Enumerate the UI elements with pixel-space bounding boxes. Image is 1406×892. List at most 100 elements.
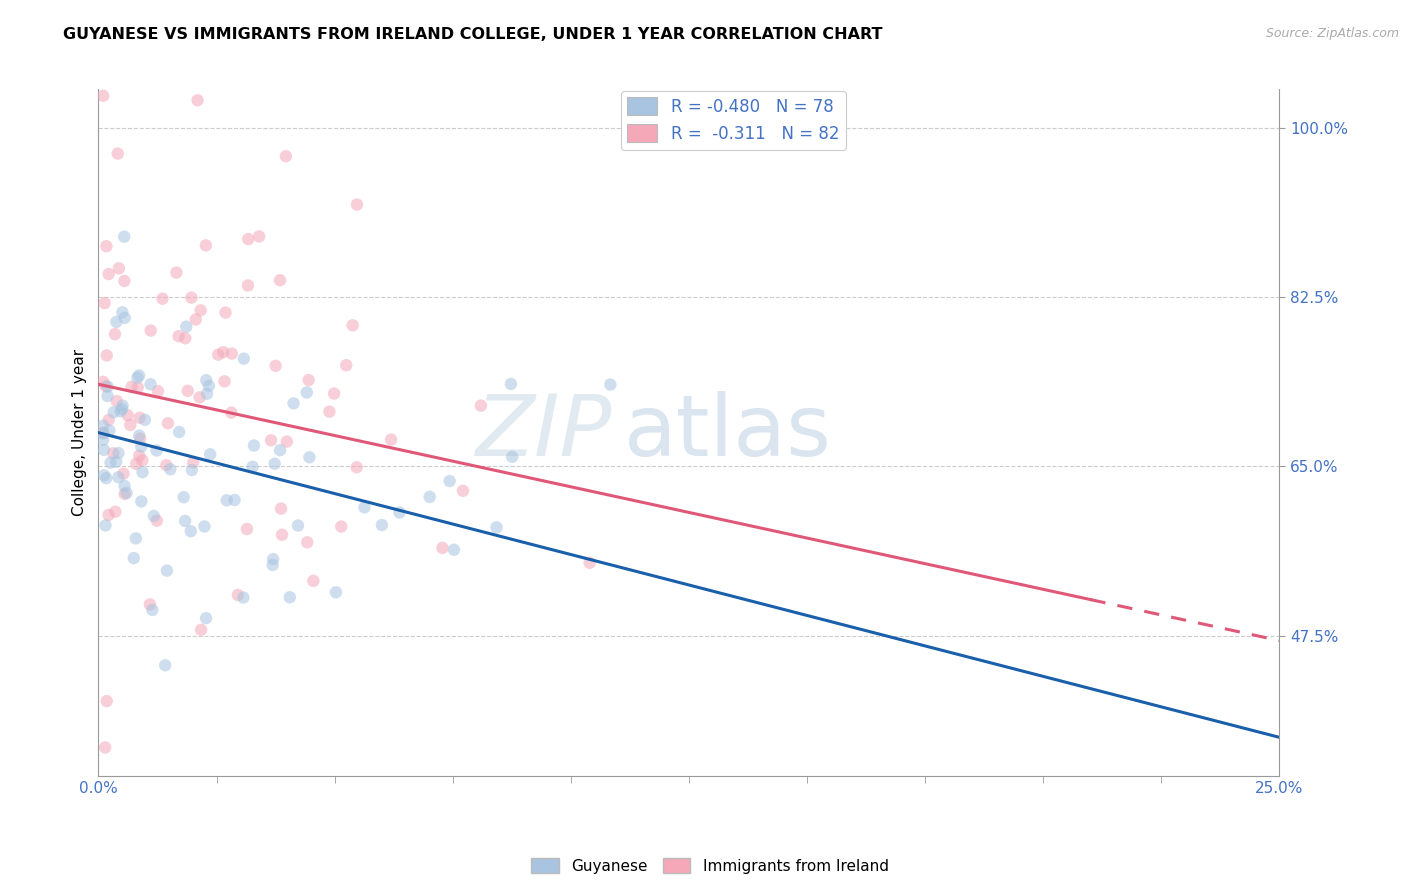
Point xyxy=(108,261,131,276)
Point xyxy=(111,305,134,319)
Point xyxy=(432,541,454,555)
Point xyxy=(139,324,162,338)
Point xyxy=(243,438,266,452)
Point xyxy=(262,558,284,572)
Point xyxy=(110,404,132,418)
Point xyxy=(195,373,218,387)
Point xyxy=(115,486,138,500)
Point xyxy=(180,524,202,539)
Point xyxy=(156,417,179,431)
Point xyxy=(105,455,128,469)
Point xyxy=(146,384,169,398)
Point xyxy=(94,740,117,755)
Point xyxy=(134,413,156,427)
Point xyxy=(93,296,115,310)
Point xyxy=(96,471,118,485)
Point xyxy=(142,508,165,523)
Point xyxy=(215,493,238,508)
Point xyxy=(112,274,135,288)
Point xyxy=(195,611,218,625)
Point xyxy=(221,406,243,420)
Text: ZIP: ZIP xyxy=(475,391,612,475)
Point xyxy=(131,453,153,467)
Point xyxy=(97,267,120,281)
Point xyxy=(97,508,120,522)
Point xyxy=(224,493,246,508)
Point xyxy=(274,149,297,163)
Point xyxy=(139,377,162,392)
Point xyxy=(260,434,283,448)
Text: GUYANESE VS IMMIGRANTS FROM IRELAND COLLEGE, UNDER 1 YEAR CORRELATION CHART: GUYANESE VS IMMIGRANTS FROM IRELAND COLL… xyxy=(63,27,883,42)
Point xyxy=(131,465,153,479)
Point xyxy=(214,305,236,319)
Text: Source: ZipAtlas.com: Source: ZipAtlas.com xyxy=(1265,27,1399,40)
Point xyxy=(167,329,190,343)
Point xyxy=(96,239,118,253)
Point xyxy=(114,310,136,325)
Point xyxy=(125,457,148,471)
Point xyxy=(346,197,368,211)
Point xyxy=(91,375,114,389)
Point xyxy=(94,518,117,533)
Point xyxy=(342,318,364,333)
Point xyxy=(287,518,309,533)
Point xyxy=(91,433,114,447)
Legend: R = -0.480   N = 78, R =  -0.311   N = 82: R = -0.480 N = 78, R = -0.311 N = 82 xyxy=(621,91,846,150)
Point xyxy=(346,460,368,475)
Point xyxy=(105,315,128,329)
Point xyxy=(111,402,134,417)
Point xyxy=(129,440,152,454)
Point xyxy=(325,585,347,599)
Point xyxy=(114,479,136,493)
Point xyxy=(276,434,298,449)
Point xyxy=(236,278,259,293)
Point xyxy=(419,490,441,504)
Point xyxy=(180,463,202,477)
Point xyxy=(232,351,254,366)
Point xyxy=(388,506,411,520)
Point xyxy=(131,494,153,508)
Point xyxy=(371,518,394,533)
Point xyxy=(96,389,118,403)
Point xyxy=(112,467,135,481)
Point xyxy=(194,238,217,252)
Point xyxy=(485,520,508,534)
Point xyxy=(139,598,162,612)
Point xyxy=(177,384,200,398)
Point xyxy=(125,532,148,546)
Point xyxy=(263,457,285,471)
Point xyxy=(93,442,115,457)
Point xyxy=(114,487,136,501)
Point xyxy=(190,303,212,318)
Point xyxy=(190,623,212,637)
Point xyxy=(93,468,115,483)
Point xyxy=(264,359,287,373)
Point xyxy=(107,146,129,161)
Point xyxy=(141,603,163,617)
Point xyxy=(122,551,145,566)
Point xyxy=(214,375,236,389)
Point xyxy=(128,368,150,383)
Point xyxy=(207,348,229,362)
Point xyxy=(104,327,127,342)
Point xyxy=(128,428,150,442)
Point xyxy=(181,455,204,469)
Point xyxy=(107,470,129,484)
Point xyxy=(198,379,221,393)
Point xyxy=(187,93,209,107)
Point xyxy=(270,501,292,516)
Point xyxy=(353,500,375,515)
Point xyxy=(236,522,259,536)
Point xyxy=(323,386,346,401)
Point xyxy=(271,528,294,542)
Point xyxy=(262,552,284,566)
Point xyxy=(121,380,143,394)
Point xyxy=(107,446,129,460)
Point xyxy=(184,312,207,326)
Point xyxy=(470,399,492,413)
Point xyxy=(278,591,301,605)
Point xyxy=(129,432,152,446)
Legend: Guyanese, Immigrants from Ireland: Guyanese, Immigrants from Ireland xyxy=(526,852,894,880)
Point xyxy=(174,514,197,528)
Point xyxy=(91,425,114,440)
